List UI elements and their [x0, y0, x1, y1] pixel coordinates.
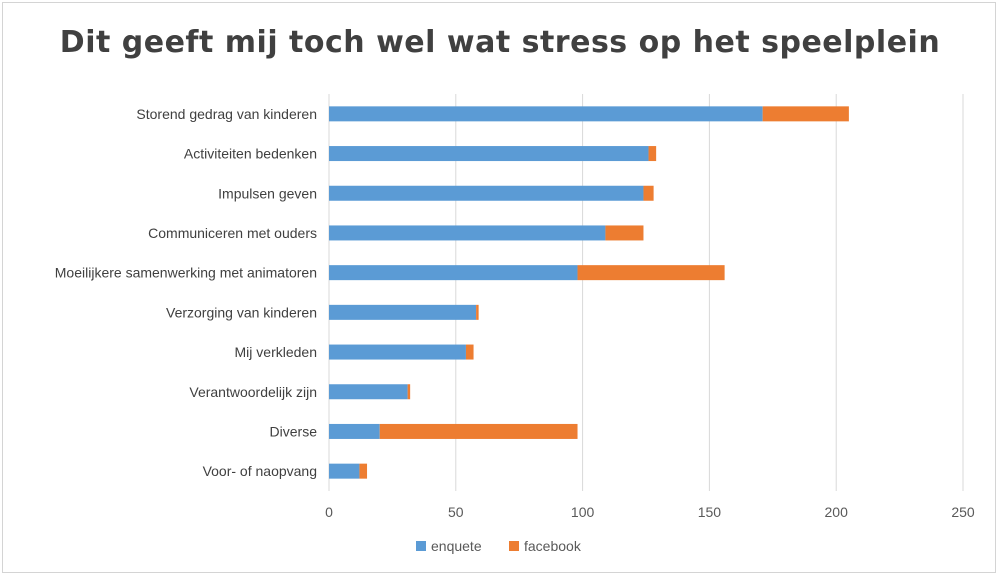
category-label: Verzorging van kinderen: [166, 304, 317, 320]
legend-swatch-enquete: [416, 541, 426, 551]
category-label: Communiceren met ouders: [148, 225, 317, 241]
bar-facebook: [648, 146, 657, 162]
bar-facebook: [476, 304, 479, 320]
bar-facebook: [577, 265, 725, 281]
x-tick-label: 150: [698, 504, 722, 520]
bar-facebook: [359, 463, 368, 479]
category-label: Diverse: [270, 423, 318, 439]
category-label: Impulsen geven: [218, 185, 317, 201]
bar-enquete: [329, 265, 578, 281]
bar-enquete: [329, 423, 380, 439]
x-tick-label: 0: [325, 504, 333, 520]
bar-facebook: [605, 225, 644, 241]
chart-title: Dit geeft mij toch wel wat stress op het…: [59, 25, 941, 60]
category-label: Verantwoordelijk zijn: [189, 384, 317, 400]
bar-facebook: [465, 344, 474, 360]
bar-enquete: [329, 304, 477, 320]
bar-enquete: [329, 344, 466, 360]
category-label: Storend gedrag van kinderen: [136, 106, 317, 122]
bar-facebook: [407, 384, 411, 400]
category-label: Activiteiten bedenken: [184, 146, 317, 162]
category-label: Voor- of naopvang: [203, 463, 317, 479]
x-tick-label: 100: [571, 504, 595, 520]
bar-enquete: [329, 384, 408, 400]
x-tick-label: 250: [951, 504, 975, 520]
bar-enquete: [329, 225, 606, 241]
category-label: Mij verkleden: [235, 344, 317, 360]
bar-facebook: [643, 185, 654, 201]
x-tick-label: 50: [448, 504, 464, 520]
x-tick-label: 200: [825, 504, 849, 520]
legend-label-facebook: facebook: [524, 538, 582, 554]
bar-enquete: [329, 106, 763, 122]
bar-facebook: [379, 423, 578, 439]
bar-enquete: [329, 146, 649, 162]
category-label: Moeilijkere samenwerking met animatoren: [55, 265, 317, 281]
legend-label-enquete: enquete: [431, 538, 482, 554]
bar-facebook: [762, 106, 849, 122]
legend-swatch-facebook: [509, 541, 519, 551]
bar-enquete: [329, 185, 644, 201]
bar-chart: 0 50 100 150 200 250 Storend gedrag van kinder…: [55, 94, 975, 554]
bar-enquete: [329, 463, 360, 479]
